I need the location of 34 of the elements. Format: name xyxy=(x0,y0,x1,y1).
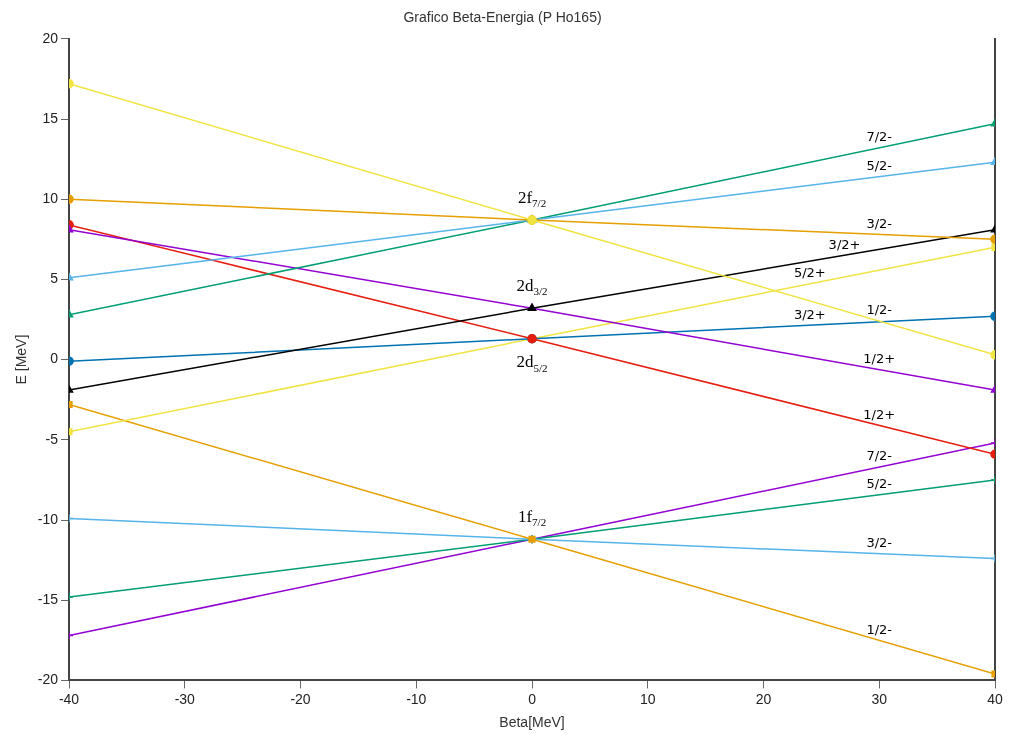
y-tick-label: -20 xyxy=(37,671,59,688)
y-tick-label: 15 xyxy=(42,109,59,126)
y-tick-label: 10 xyxy=(42,190,59,207)
series-label: 7/2- xyxy=(866,129,893,145)
x-tick-label: -30 xyxy=(174,690,196,707)
chart-title: Grafico Beta-Energia (P Ho165) xyxy=(403,9,602,26)
x-axis-title: Beta[MeV] xyxy=(499,714,565,731)
y-tick-label: 5 xyxy=(50,270,59,287)
x-tick-label: -20 xyxy=(290,690,311,707)
y-tick-label: -15 xyxy=(37,591,59,608)
x-tick-label: -40 xyxy=(58,690,80,707)
series-label: 1/2- xyxy=(866,302,893,318)
series-label: 5/2- xyxy=(866,158,893,174)
series-label: 7/2- xyxy=(866,448,893,464)
y-tick-label: 20 xyxy=(42,29,59,46)
x-tick-label: 40 xyxy=(987,690,1003,707)
y-tick-label: -10 xyxy=(37,510,59,527)
series-label: 3/2- xyxy=(866,215,893,231)
series-label: 5/2+ xyxy=(793,265,826,281)
series-label: 1/2- xyxy=(866,621,893,637)
x-tick-label: 0 xyxy=(528,690,537,707)
y-tick-label: -5 xyxy=(45,430,59,447)
y-tick-label: 0 xyxy=(50,350,59,367)
series-label: 3/2+ xyxy=(793,306,826,322)
series-label: 5/2- xyxy=(866,476,893,492)
x-tick-label: 30 xyxy=(871,690,888,707)
series-label: 1/2+ xyxy=(863,351,896,366)
x-tick-label: 20 xyxy=(755,690,772,707)
series-label: 3/2- xyxy=(866,535,893,551)
x-tick-label: -10 xyxy=(406,690,427,707)
series-label: 3/2+ xyxy=(828,236,861,252)
series-label: 1/2+ xyxy=(863,406,896,422)
x-tick-label: 10 xyxy=(639,690,656,707)
y-axis-title: E [MeV] xyxy=(13,334,30,385)
